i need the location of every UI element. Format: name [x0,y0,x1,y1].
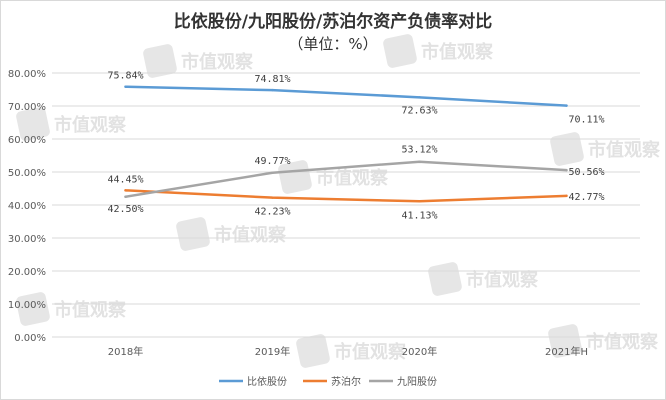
watermark: 市值观察 [143,44,254,78]
data-point [418,200,421,203]
watermark-text: 市值观察 [421,41,494,63]
watermark-logo-icon [548,324,582,358]
y-tick-label: 40.00% [8,201,46,212]
series-line [124,189,568,203]
legend-item: 比依股份 [219,375,287,388]
watermark: 市值观察 [383,34,494,68]
legend-label: 比依股份 [247,375,287,388]
series-lines [124,85,568,203]
data-label: 41.13% [401,210,437,221]
watermark-logo-icon [16,107,50,141]
watermark-logo-icon [16,292,50,326]
data-label: 42.50% [107,204,143,215]
watermark-logo-icon [296,334,330,368]
watermark-text: 市值观察 [466,269,539,291]
data-label: 49.77% [254,156,290,167]
x-tick-label: 2019年 [255,345,290,358]
watermark-text: 市值观察 [586,331,659,353]
watermark-text: 市值观察 [334,341,407,363]
data-point [418,96,421,99]
series-line [124,160,568,198]
watermark: 市值观察 [16,107,127,141]
x-tick-label: 2020年 [402,345,437,358]
data-point [565,104,568,107]
gridlines [52,72,640,338]
data-label: 42.23% [254,207,290,218]
chart-title: 比依股份/九阳股份/苏泊尔资产负债率对比 [174,11,492,32]
watermark-text: 市值观察 [54,299,127,321]
watermark: 市值观察 [550,132,661,166]
legend: 比依股份 苏泊尔 九阳股份 [219,375,437,388]
data-label: 74.81% [254,74,290,85]
watermark-text: 市值观察 [181,51,254,73]
x-tick-label: 2018年 [108,345,143,358]
y-tick-label: 80.00% [8,69,46,80]
watermark-text: 市值观察 [588,139,661,161]
watermark-logo-icon [428,262,462,296]
y-tick-label: 0.00% [14,333,46,344]
watermark-logo-icon [176,217,210,251]
watermark-logo-icon [383,34,417,68]
watermark: 市值观察 [296,334,407,368]
data-label: 75.84% [107,71,143,82]
data-point [271,196,274,199]
watermark: 市值观察 [176,217,287,251]
data-label: 42.77% [568,192,604,203]
watermark-logo-icon [143,44,177,78]
data-point [565,168,568,172]
watermark-text: 市值观察 [316,167,389,189]
data-point [418,160,421,163]
y-tick-label: 30.00% [8,234,46,245]
watermark-logo-icon [278,160,312,194]
y-axis-ticks: 0.00% 10.00% 20.00% 30.00% 40.00% 50.00% 60.00… [8,69,46,344]
x-axis-ticks: 2018年 2019年 2020年 2021年H [108,345,588,358]
y-tick-label: 50.00% [8,168,46,179]
data-point [271,171,274,174]
legend-label: 苏泊尔 [331,375,361,388]
data-labels: 75.84% 74.81% 72.63% 70.11% 44.45% 42.23% 41.1… [107,71,604,222]
data-point [565,194,568,198]
data-point [124,189,127,192]
data-point [271,88,274,92]
legend-item: 苏泊尔 [303,375,361,388]
y-tick-label: 10.00% [8,300,46,311]
series-line [124,85,568,107]
y-tick-label: 70.00% [8,102,46,113]
legend-label: 九阳股份 [397,376,437,388]
watermark-text: 市值观察 [214,224,287,246]
y-tick-label: 20.00% [8,267,46,278]
data-label: 70.11% [568,115,604,126]
data-label: 53.12% [401,145,437,156]
data-label: 50.56% [568,167,604,178]
watermark-logo-icon [550,132,584,166]
watermark-text: 市值观察 [54,114,127,136]
legend-item: 九阳股份 [369,376,437,388]
data-point [124,195,127,198]
x-tick-label: 2021年H [545,345,588,358]
data-point [124,85,127,88]
data-label: 44.45% [107,174,143,185]
y-tick-label: 60.00% [8,135,46,146]
data-label: 72.63% [401,105,437,116]
chart-subtitle: （单位：%） [288,35,377,53]
